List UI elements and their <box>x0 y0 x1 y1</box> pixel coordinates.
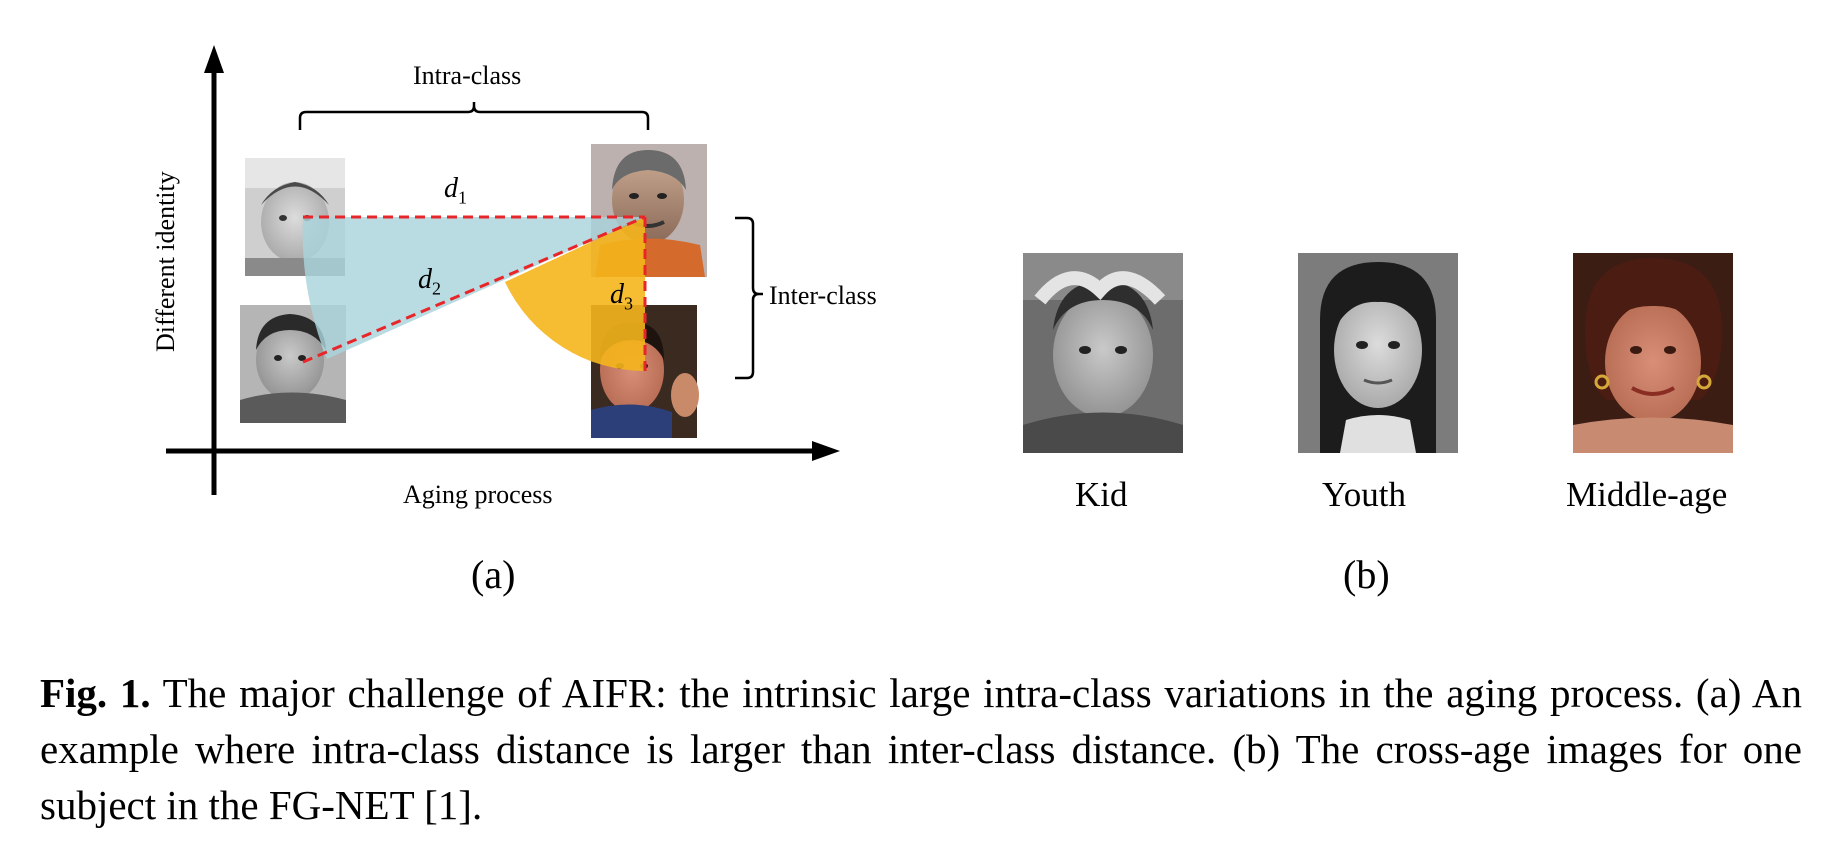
photo-youth <box>1298 253 1458 453</box>
panel-a-sublabel: (a) <box>471 552 516 597</box>
distance-subscript: 3 <box>624 293 633 314</box>
figure-graphics <box>166 45 1733 495</box>
label-kid: Kid <box>1075 475 1128 514</box>
intra-class-label: Intra-class <box>413 61 522 90</box>
photo-old-subject-a <box>591 144 707 277</box>
wedge-inter-class <box>505 217 645 371</box>
distance-symbol: d <box>418 264 432 295</box>
inter-class-label: Inter-class <box>769 281 877 310</box>
photo-young-subject-b <box>240 305 346 423</box>
distance-subscript: 1 <box>458 187 467 208</box>
distance-symbol: d <box>610 279 624 310</box>
panel-a <box>166 45 840 495</box>
distance-symbol: d <box>444 173 458 204</box>
distance-label-d1: d1 <box>444 175 467 207</box>
distance-subscript: 2 <box>432 278 441 299</box>
distance-line-d2 <box>302 215 646 364</box>
x-axis <box>166 441 840 461</box>
photo-middle-age <box>1573 253 1733 453</box>
panel-b-graphics <box>1023 253 1733 453</box>
x-axis-label: Aging process <box>403 480 553 509</box>
figure-caption: Fig. 1. The major challenge of AIFR: the… <box>40 665 1802 833</box>
distance-label-d3: d3 <box>610 281 633 313</box>
label-middle-age: Middle-age <box>1566 475 1728 514</box>
inter-class-brace <box>735 216 763 380</box>
y-axis-arrowhead <box>204 45 224 73</box>
figure-number: Fig. 1. <box>40 670 151 716</box>
photo-kid <box>1023 253 1183 453</box>
figure-1: Intra-class Inter-class Aging process Di… <box>151 45 1733 597</box>
panel-b-sublabel: (b) <box>1343 552 1390 597</box>
caption-text: The major challenge of AIFR: the intrins… <box>40 670 1803 828</box>
label-youth: Youth <box>1322 475 1406 514</box>
intra-class-brace <box>298 102 650 130</box>
distance-label-d2: d2 <box>418 266 441 298</box>
x-axis-arrowhead <box>812 441 840 461</box>
y-axis-label: Different identity <box>151 171 180 352</box>
y-axis <box>204 45 224 495</box>
